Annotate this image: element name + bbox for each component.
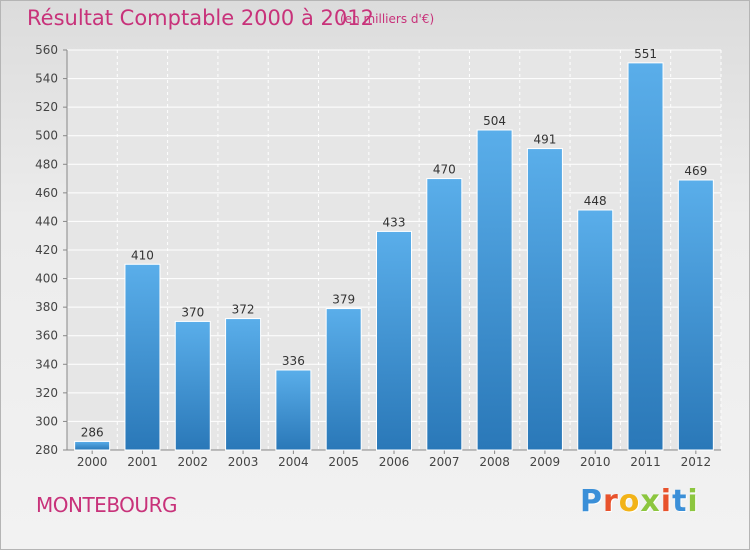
y-tick-label: 300 <box>35 414 58 428</box>
bar-2007[interactable] <box>426 178 463 451</box>
y-tick-label: 560 <box>35 43 58 57</box>
y-tick-label: 520 <box>35 100 58 114</box>
y-tick-label: 320 <box>35 386 58 400</box>
commune-name: MONTEBOURG <box>36 493 177 517</box>
logo-letter: o <box>618 484 641 519</box>
bar-2002[interactable] <box>174 320 211 451</box>
bar-2012[interactable] <box>677 179 714 451</box>
x-tick-label: 2005 <box>328 455 359 469</box>
bar-2000[interactable] <box>74 440 111 451</box>
bar-2001[interactable] <box>124 263 161 451</box>
bar-2005[interactable] <box>325 308 362 451</box>
x-tick-label: 2010 <box>580 455 611 469</box>
data-label: 336 <box>282 354 305 368</box>
bar-2008[interactable] <box>476 129 513 451</box>
x-tick-label: 2001 <box>127 455 158 469</box>
y-tick-label: 460 <box>35 186 58 200</box>
data-labels: 286 410 370 372 336 379 433 470 504 491 448 551 469 <box>81 47 708 440</box>
data-label: 379 <box>332 293 355 307</box>
x-tick-label: 2008 <box>479 455 510 469</box>
bars <box>74 62 714 451</box>
y-tick-label: 380 <box>35 300 58 314</box>
data-label: 448 <box>584 194 607 208</box>
y-tick-label: 440 <box>35 214 58 228</box>
x-tick-label: 2002 <box>177 455 208 469</box>
logo-letter: P <box>580 484 603 519</box>
x-tick-label: 2007 <box>429 455 460 469</box>
bar-2010[interactable] <box>577 209 614 451</box>
logo-letter: t <box>672 484 688 519</box>
logo-letter: x <box>640 484 661 519</box>
bar-2009[interactable] <box>526 148 563 451</box>
logo-letter: i <box>660 484 673 519</box>
x-tick-label: 2004 <box>278 455 309 469</box>
bar-2011[interactable] <box>627 62 664 451</box>
y-tick-label: 400 <box>35 272 58 286</box>
x-tick-label: 2012 <box>681 455 712 469</box>
data-label: 433 <box>383 215 406 229</box>
bar-2004[interactable] <box>275 369 312 451</box>
bar-2006[interactable] <box>376 230 412 451</box>
data-label: 372 <box>232 303 255 317</box>
data-label: 410 <box>131 248 154 262</box>
data-label: 504 <box>483 114 506 128</box>
data-label: 551 <box>634 47 657 61</box>
bar-2003[interactable] <box>225 318 262 451</box>
data-label: 491 <box>533 133 556 147</box>
x-tick-label: 2000 <box>77 455 108 469</box>
data-label: 370 <box>181 305 204 319</box>
x-tick-label: 2003 <box>228 455 259 469</box>
chart-title: Résultat Comptable 2000 à 2012 <box>27 6 374 30</box>
y-tick-label: 280 <box>35 443 58 457</box>
x-tick-label: 2011 <box>630 455 661 469</box>
logo-letter: r <box>603 484 619 519</box>
y-tick-label: 480 <box>35 157 58 171</box>
x-tick-label: 2006 <box>379 455 410 469</box>
x-tick-label: 2009 <box>530 455 561 469</box>
y-tick-label: 540 <box>35 72 58 86</box>
data-label: 286 <box>81 425 104 439</box>
y-tick-label: 340 <box>35 357 58 371</box>
y-tick-label: 500 <box>35 129 58 143</box>
logo-letter: i <box>687 484 699 519</box>
data-label: 469 <box>684 164 707 178</box>
chart-subtitle: (en milliers d'€) <box>340 12 435 26</box>
axes: 280 300 320 340 360 380 400 420 440 460 480 500 520 5… <box>35 43 721 469</box>
proxiti-logo[interactable]: Proxiti <box>580 484 699 519</box>
y-tick-label: 420 <box>35 243 58 257</box>
y-tick-label: 360 <box>35 329 58 343</box>
data-label: 470 <box>433 163 456 177</box>
